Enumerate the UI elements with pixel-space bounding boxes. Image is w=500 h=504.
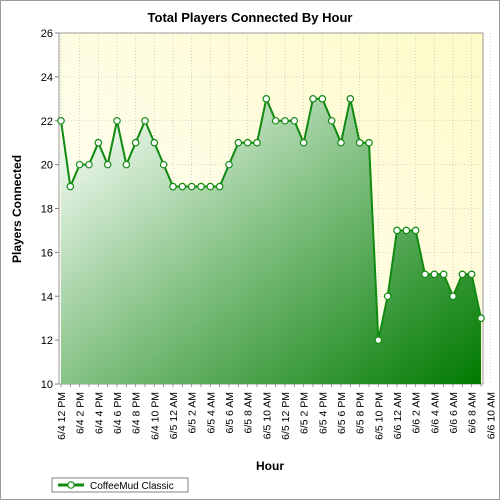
data-point[interactable] xyxy=(402,226,411,235)
y-axis: 10 12 14 16 18 20 22 24 26 xyxy=(41,28,59,391)
data-point[interactable] xyxy=(467,270,476,279)
legend-label: CoffeeMud Classic xyxy=(90,481,174,492)
data-point[interactable] xyxy=(281,116,289,125)
x-tick-label: 6/5 2 AM xyxy=(187,392,199,433)
y-tick-label: 22 xyxy=(41,116,53,128)
data-point[interactable] xyxy=(215,182,224,191)
data-point[interactable] xyxy=(327,116,336,125)
x-tick-label: 6/5 12 PM xyxy=(280,392,292,440)
data-point[interactable] xyxy=(169,182,177,191)
x-tick-label: 6/6 10 AM xyxy=(485,392,497,439)
data-point[interactable] xyxy=(122,160,131,169)
x-tick-label: 6/5 10 PM xyxy=(373,392,385,440)
x-tick-label: 6/5 4 PM xyxy=(317,392,329,434)
x-tick-label: 6/5 10 AM xyxy=(261,392,273,439)
data-point[interactable] xyxy=(197,182,205,191)
data-point[interactable] xyxy=(206,182,215,191)
series-line xyxy=(60,97,482,342)
data-point[interactable] xyxy=(131,138,140,147)
series-area-layer xyxy=(60,97,482,384)
data-point[interactable] xyxy=(243,138,252,147)
x-axis-label: Hour xyxy=(256,459,284,473)
y-tick-label: 20 xyxy=(41,160,53,172)
data-point[interactable] xyxy=(150,138,159,147)
x-tick-label: 6/5 2 PM xyxy=(299,392,311,434)
chart-title: Total Players Connected By Hour xyxy=(148,10,353,25)
data-point[interactable] xyxy=(477,314,485,322)
data-point[interactable] xyxy=(234,138,243,147)
data-point[interactable] xyxy=(318,95,327,103)
y-tick-label: 10 xyxy=(41,379,53,391)
data-point[interactable] xyxy=(355,138,364,147)
data-point[interactable] xyxy=(94,138,103,147)
y-tick-label: 24 xyxy=(41,72,53,84)
data-point[interactable] xyxy=(421,270,429,279)
data-point[interactable] xyxy=(113,116,121,125)
data-point[interactable] xyxy=(411,226,420,235)
data-point[interactable] xyxy=(309,95,317,103)
y-tick-label: 26 xyxy=(41,28,53,40)
data-point[interactable] xyxy=(365,138,373,147)
x-tick-label: 6/5 8 PM xyxy=(355,392,367,434)
data-point[interactable] xyxy=(187,182,196,191)
y-tick-label: 12 xyxy=(41,335,53,347)
data-point[interactable] xyxy=(458,270,467,279)
data-point[interactable] xyxy=(449,292,457,301)
x-tick-label: 6/6 6 AM xyxy=(448,392,460,433)
x-tick-label: 6/5 8 AM xyxy=(243,392,255,433)
data-point[interactable] xyxy=(262,95,271,103)
data-point[interactable] xyxy=(85,160,93,169)
y-tick-label: 18 xyxy=(41,204,53,216)
series-points xyxy=(57,95,485,344)
x-tick-label: 6/6 12 AM xyxy=(392,392,404,439)
x-tick-label: 6/6 8 AM xyxy=(467,392,479,433)
y-axis-label: Players Connected xyxy=(10,155,24,263)
x-axis: 6/4 12 PM 6/4 2 PM 6/4 4 PM 6/4 6 PM 6/4 8 P… xyxy=(56,384,497,440)
data-point[interactable] xyxy=(439,270,448,279)
data-point[interactable] xyxy=(225,160,233,169)
data-point[interactable] xyxy=(141,116,149,125)
legend[interactable]: CoffeeMud Classic xyxy=(51,477,189,493)
legend-marker xyxy=(67,481,75,489)
data-point[interactable] xyxy=(159,160,168,169)
data-point[interactable] xyxy=(57,116,65,125)
data-point[interactable] xyxy=(271,116,280,125)
data-point[interactable] xyxy=(290,116,299,125)
x-tick-label: 6/4 2 PM xyxy=(75,392,87,434)
data-point[interactable] xyxy=(346,95,355,103)
x-tick-label: 6/5 12 AM xyxy=(168,392,180,439)
x-tick-label: 6/4 4 PM xyxy=(93,392,105,434)
data-point[interactable] xyxy=(383,292,392,301)
data-point[interactable] xyxy=(430,270,439,279)
legend-box xyxy=(51,477,189,493)
x-tick-label: 6/4 6 PM xyxy=(112,392,124,434)
x-tick-label: 6/6 2 AM xyxy=(411,392,423,433)
data-point[interactable] xyxy=(253,138,261,147)
y-tick-label: 16 xyxy=(41,247,53,259)
data-point[interactable] xyxy=(178,182,187,191)
x-tick-label: 6/5 4 AM xyxy=(205,392,217,433)
x-tick-label: 6/4 10 PM xyxy=(149,392,161,440)
data-point[interactable] xyxy=(75,160,84,169)
x-tick-label: 6/6 4 AM xyxy=(429,392,441,433)
data-point[interactable] xyxy=(103,160,112,169)
y-tick-label: 14 xyxy=(41,291,53,303)
data-point[interactable] xyxy=(66,182,75,191)
data-point[interactable] xyxy=(393,226,401,235)
x-tick-label: 6/4 12 PM xyxy=(56,392,68,440)
data-point[interactable] xyxy=(299,138,308,147)
data-point[interactable] xyxy=(337,138,345,147)
data-point[interactable] xyxy=(374,336,383,344)
x-tick-label: 6/5 6 PM xyxy=(336,392,348,434)
x-tick-label: 6/4 8 PM xyxy=(131,392,143,434)
x-tick-label: 6/5 6 AM xyxy=(224,392,236,433)
